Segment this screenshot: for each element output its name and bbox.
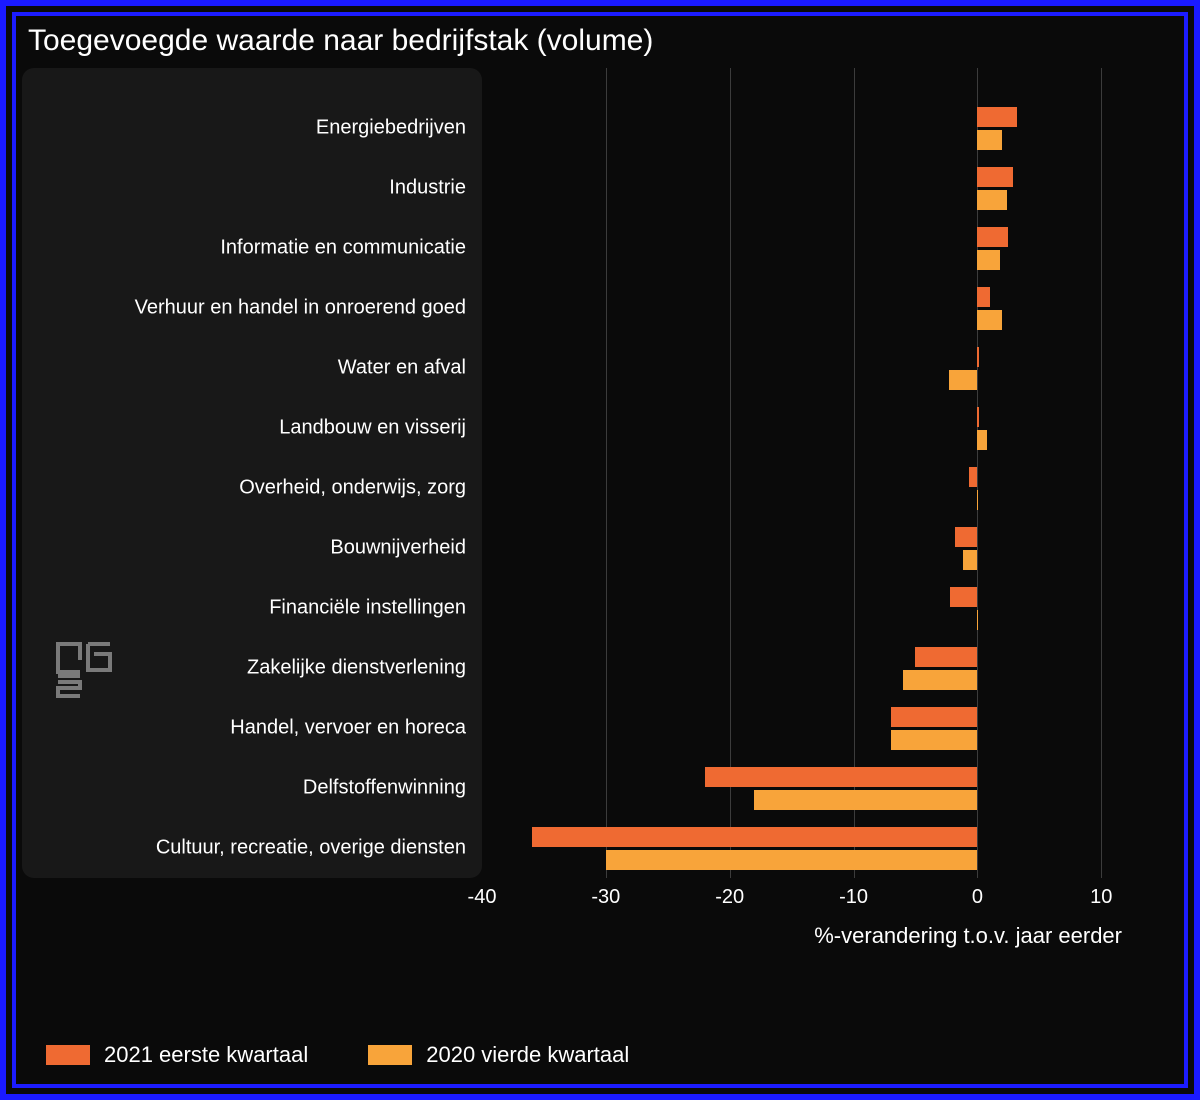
bar — [955, 527, 977, 547]
gridline — [606, 68, 607, 878]
bar — [963, 550, 978, 570]
gridline — [854, 68, 855, 878]
category-label: Financiële instellingen — [36, 597, 476, 620]
bar — [606, 850, 978, 870]
category-label: Water en afval — [36, 357, 476, 380]
bar — [977, 287, 989, 307]
bar — [977, 347, 978, 367]
bar — [977, 490, 978, 510]
bar — [977, 130, 1002, 150]
bar — [949, 370, 977, 390]
x-tick-label: -10 — [839, 886, 868, 909]
bar — [891, 707, 978, 727]
bar — [977, 250, 999, 270]
bar — [977, 610, 978, 630]
gridline — [1101, 68, 1102, 878]
category-label: Industrie — [36, 177, 476, 200]
category-label: Landbouw en visserij — [36, 417, 476, 440]
x-tick-label: -20 — [715, 886, 744, 909]
outer-frame: Toegevoegde waarde naar bedrijfstak (vol… — [0, 0, 1200, 1100]
category-label: Energiebedrijven — [36, 117, 476, 140]
legend-item: 2021 eerste kwartaal — [46, 1042, 308, 1068]
category-label: Overheid, onderwijs, zorg — [36, 477, 476, 500]
bar — [891, 730, 978, 750]
legend: 2021 eerste kwartaal 2020 vierde kwartaal — [46, 1042, 629, 1068]
legend-swatch — [46, 1045, 90, 1065]
cbs-logo-icon — [54, 640, 114, 700]
bar — [705, 767, 977, 787]
legend-label: 2020 vierde kwartaal — [426, 1042, 629, 1068]
x-tick-label: 10 — [1090, 886, 1112, 909]
gridline — [730, 68, 731, 878]
bar — [977, 407, 978, 427]
category-label: Delfstoffenwinning — [36, 777, 476, 800]
category-label: Verhuur en handel in onroerend goed — [36, 297, 476, 320]
bar — [977, 227, 1008, 247]
category-label: Informatie en communicatie — [36, 237, 476, 260]
legend-swatch — [368, 1045, 412, 1065]
bar — [977, 167, 1013, 187]
plot-area: -40-30-20-10010EnergiebedrijvenIndustrie… — [22, 68, 1170, 878]
bar — [903, 670, 977, 690]
bar — [950, 587, 977, 607]
category-label: Handel, vervoer en horeca — [36, 717, 476, 740]
category-label: Bouwnijverheid — [36, 537, 476, 560]
chart-area: -40 -30 -20 -10 0 10 Energiebedrijven Industrie… — [22, 68, 1178, 908]
bar — [969, 467, 978, 487]
bar — [977, 107, 1017, 127]
x-tick-label: 0 — [972, 886, 983, 909]
bar — [977, 190, 1007, 210]
x-tick-label: -30 — [591, 886, 620, 909]
bar — [754, 790, 977, 810]
chart-title: Toegevoegde waarde naar bedrijfstak (vol… — [28, 24, 1178, 58]
bar — [977, 310, 1002, 330]
bar — [915, 647, 977, 667]
legend-item: 2020 vierde kwartaal — [368, 1042, 629, 1068]
category-label: Cultuur, recreatie, overige diensten — [36, 837, 476, 860]
x-tick-label: -40 — [468, 886, 497, 909]
bar — [977, 430, 987, 450]
inner-frame: Toegevoegde waarde naar bedrijfstak (vol… — [12, 12, 1188, 1088]
bar — [532, 827, 978, 847]
x-axis-title: %-verandering t.o.v. jaar eerder — [814, 923, 1122, 949]
legend-label: 2021 eerste kwartaal — [104, 1042, 308, 1068]
